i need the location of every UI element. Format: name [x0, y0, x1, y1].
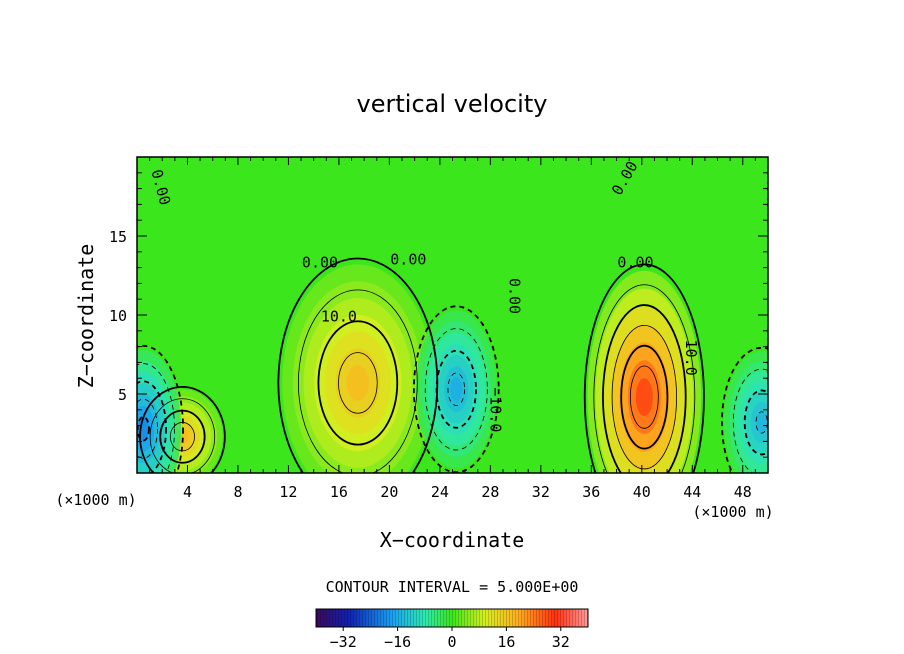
contour-line [149, 398, 216, 473]
y-tick-label: 10 [109, 307, 127, 325]
colorbar-tick-label: 16 [497, 633, 515, 651]
contour-label: 0.00 [302, 254, 338, 272]
colorbar-tick-label: −32 [330, 633, 357, 651]
contour-label: 0.00 [617, 254, 653, 272]
x-tick-label: 16 [330, 483, 348, 501]
x-tick-label: 8 [233, 483, 242, 501]
contour-line [629, 365, 659, 429]
contour-line [743, 389, 768, 456]
updraft-3-band [635, 378, 653, 417]
contour-line [602, 304, 687, 473]
contour-line [338, 352, 378, 414]
y-axis-label: Z−coordinate [74, 244, 98, 389]
colorbar-tick-label: 32 [552, 633, 570, 651]
downdraft-2 [415, 310, 497, 469]
contour-line [424, 328, 488, 451]
contour-line [620, 344, 669, 450]
x-unit-left: (×1000 m) [55, 491, 136, 509]
colorbar-tick-label: 0 [447, 633, 456, 651]
velocity-field [137, 264, 768, 473]
contour-line [611, 324, 677, 470]
updraft-2 [282, 264, 434, 473]
contour-interval-text: CONTOUR INTERVAL = 5.000E+00 [326, 578, 579, 596]
downdraft-2-band [450, 377, 463, 402]
x-tick-label: 4 [183, 483, 192, 501]
contour-label: 0.00 [390, 250, 426, 268]
x-tick-label: 40 [633, 483, 651, 501]
contour-line [137, 398, 158, 459]
contour-line [593, 284, 696, 473]
contour-label: 0.00 [505, 278, 523, 314]
x-tick-label: 36 [582, 483, 600, 501]
x-tick-label: 12 [279, 483, 297, 501]
x-tick-label: 32 [532, 483, 550, 501]
plot-area: 10.010.00.00 0.000.000.000.00 0.00−10.0 [137, 157, 768, 473]
chart-title: vertical velocity [357, 90, 548, 118]
x-tick-label: 24 [431, 483, 449, 501]
y-tick-label: 15 [109, 228, 127, 246]
updraft-3 [587, 270, 702, 473]
contour-lines [137, 257, 768, 473]
downdraft-3 [723, 351, 768, 473]
contour-label: 10.0 [682, 340, 700, 376]
x-tick-label: 44 [683, 483, 701, 501]
contour-line [137, 380, 167, 473]
y-axis-ticks: 5 10 15 [109, 172, 768, 458]
x-tick-label: 48 [734, 483, 752, 501]
contour-line [435, 349, 477, 429]
contour-line [447, 372, 466, 406]
x-tick-label: 28 [481, 483, 499, 501]
contour-line [137, 344, 184, 473]
contour-line [583, 263, 705, 473]
contour-label: 10.0 [321, 307, 357, 325]
updraft-2-band [346, 365, 370, 401]
contour-line [317, 320, 399, 446]
x-axis-label: X−coordinate [380, 528, 525, 552]
colorbar-stripes [316, 609, 588, 627]
downdraft-1 [137, 349, 182, 473]
colorbar-ticks: −32 −16 0 16 32 [330, 627, 570, 651]
downdraft-3-band [756, 411, 768, 434]
contour-line [298, 289, 418, 473]
x-axis-ticks: 4 8 12 16 20 24 28 32 36 40 44 48 [149, 157, 756, 501]
contour-line [412, 305, 500, 473]
contour-label: −10.0 [486, 387, 504, 432]
x-tick-label: 20 [380, 483, 398, 501]
y-tick-label: 5 [118, 386, 127, 404]
x-unit-right: (×1000 m) [692, 503, 773, 521]
colorbar-tick-label: −16 [384, 633, 411, 651]
contour-line [137, 363, 175, 473]
contour-line [721, 346, 768, 473]
